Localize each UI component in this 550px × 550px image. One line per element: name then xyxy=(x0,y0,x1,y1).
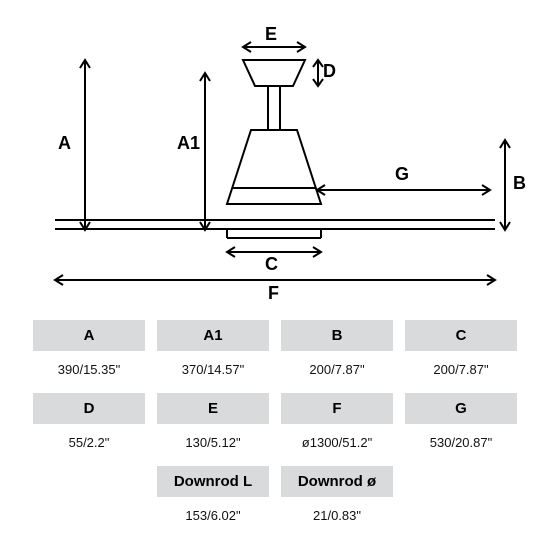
dimension-table: A A1 B C 390/15.35" 370/14.57" 200/7.87"… xyxy=(25,320,525,535)
col-header: Downrod L xyxy=(157,466,269,497)
col-header: A xyxy=(33,320,145,351)
dim-label-G: G xyxy=(395,164,409,185)
col-header: Downrod ø xyxy=(281,466,393,497)
cell-value: 390/15.35" xyxy=(33,355,145,389)
cell-value: 130/5.12" xyxy=(157,428,269,462)
dim-label-F: F xyxy=(268,283,279,304)
table-row: D E F G xyxy=(25,393,525,424)
table-row: 390/15.35" 370/14.57" 200/7.87" 200/7.87… xyxy=(25,355,525,389)
cell-value: 21/0.83" xyxy=(281,501,393,535)
cell-value: 370/14.57" xyxy=(157,355,269,389)
col-header: G xyxy=(405,393,517,424)
dim-label-C: C xyxy=(265,254,278,275)
col-header: B xyxy=(281,320,393,351)
table-row: Downrod L Downrod ø xyxy=(25,466,525,497)
cell-value: 55/2.2" xyxy=(33,428,145,462)
dim-label-E: E xyxy=(265,24,277,45)
col-header: C xyxy=(405,320,517,351)
col-header: D xyxy=(33,393,145,424)
cell-value: 200/7.87" xyxy=(281,355,393,389)
cell-value: 530/20.87" xyxy=(405,428,517,462)
dim-label-B: B xyxy=(513,173,526,194)
col-header: A1 xyxy=(157,320,269,351)
table-row: A A1 B C xyxy=(25,320,525,351)
table-row: 153/6.02" 21/0.83" xyxy=(25,501,525,535)
dim-label-D: D xyxy=(323,61,336,82)
cell-value: ø1300/51.2" xyxy=(281,428,393,462)
col-header: E xyxy=(157,393,269,424)
col-header: F xyxy=(281,393,393,424)
dim-label-A: A xyxy=(58,133,71,154)
fan-dimension-diagram: A A1 E D G B C F xyxy=(25,20,525,305)
dim-label-A1: A1 xyxy=(177,133,200,154)
cell-value: 153/6.02" xyxy=(157,501,269,535)
cell-value: 200/7.87" xyxy=(405,355,517,389)
table-row: 55/2.2" 130/5.12" ø1300/51.2" 530/20.87" xyxy=(25,428,525,462)
